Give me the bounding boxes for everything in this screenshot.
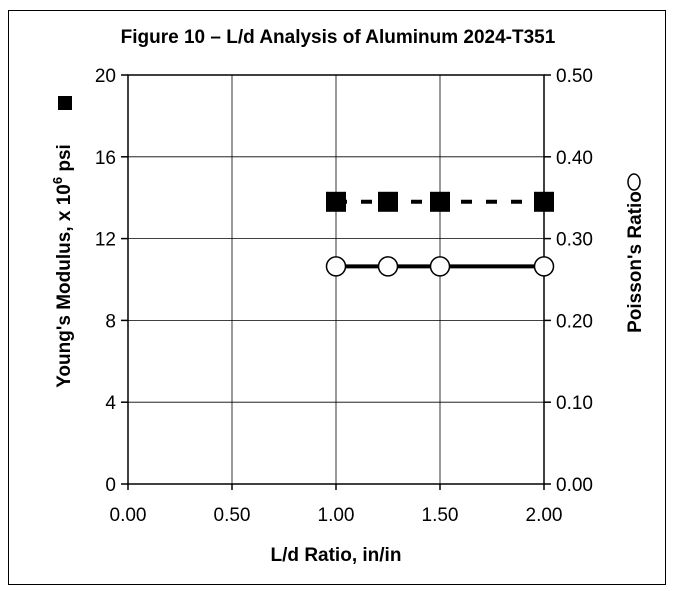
svg-text:Young's Modulus, x 106 psi: Young's Modulus, x 106 psi: [50, 144, 75, 388]
circle-marker: [325, 256, 347, 277]
circle-marker: [533, 256, 555, 277]
y-right-tick-label: 0.20: [556, 311, 593, 332]
y-right-tick-label: 0.50: [556, 66, 593, 87]
grid: [128, 75, 544, 484]
y-right-tick-label: 0.00: [556, 475, 593, 496]
square-marker: [378, 191, 398, 212]
y-left-tick-label: 16: [95, 148, 116, 169]
chart-title: Figure 10 – L/d Analysis of Aluminum 202…: [121, 27, 556, 48]
markers: [325, 191, 555, 277]
y-left-tick-label: 8: [105, 311, 116, 332]
y-left-tick-label: 20: [95, 66, 116, 87]
ticks: 0.00 0.50 1.00 1.50 2.00 0 4 8 12 16 20 0.00 0.10 0.2…: [95, 66, 593, 526]
y-right-tick-label: 0.10: [556, 393, 593, 414]
circle-marker: [377, 256, 399, 277]
x-tick-label: 0.00: [110, 505, 147, 526]
chart-frame: [8, 10, 666, 585]
x-tick-label: 2.00: [526, 505, 563, 526]
x-tick-label: 0.50: [214, 505, 251, 526]
square-marker: [430, 191, 450, 212]
y-left-label-unit: psi: [54, 144, 75, 177]
square-marker: [326, 191, 346, 212]
square-marker: [534, 191, 554, 212]
y-left-tick-label: 12: [95, 230, 116, 251]
y-right-tick-label: 0.30: [556, 230, 593, 251]
y-right-tick-label: 0.40: [556, 148, 593, 169]
y-left-tick-label: 0: [105, 475, 116, 496]
legend-circle-marker-icon: [627, 173, 641, 191]
x-tick-label: 1.00: [318, 505, 355, 526]
y-right-axis-label: Poisson's Ratio: [625, 191, 646, 333]
circle-marker: [429, 256, 451, 277]
x-tick-label: 1.50: [422, 505, 459, 526]
y-left-label-superscript: 6: [50, 177, 65, 184]
y-right-label-main: Poisson's Ratio: [625, 191, 646, 333]
series-lines: [336, 199, 544, 269]
legend-square-marker-icon: [58, 96, 72, 110]
y-left-label-main: Young's Modulus, x 10: [54, 184, 75, 388]
y-left-tick-label: 4: [105, 393, 116, 414]
x-axis-label: L/d Ratio, in/in: [271, 545, 402, 566]
y-left-axis-label: Young's Modulus, x 106 psi: [50, 144, 75, 388]
